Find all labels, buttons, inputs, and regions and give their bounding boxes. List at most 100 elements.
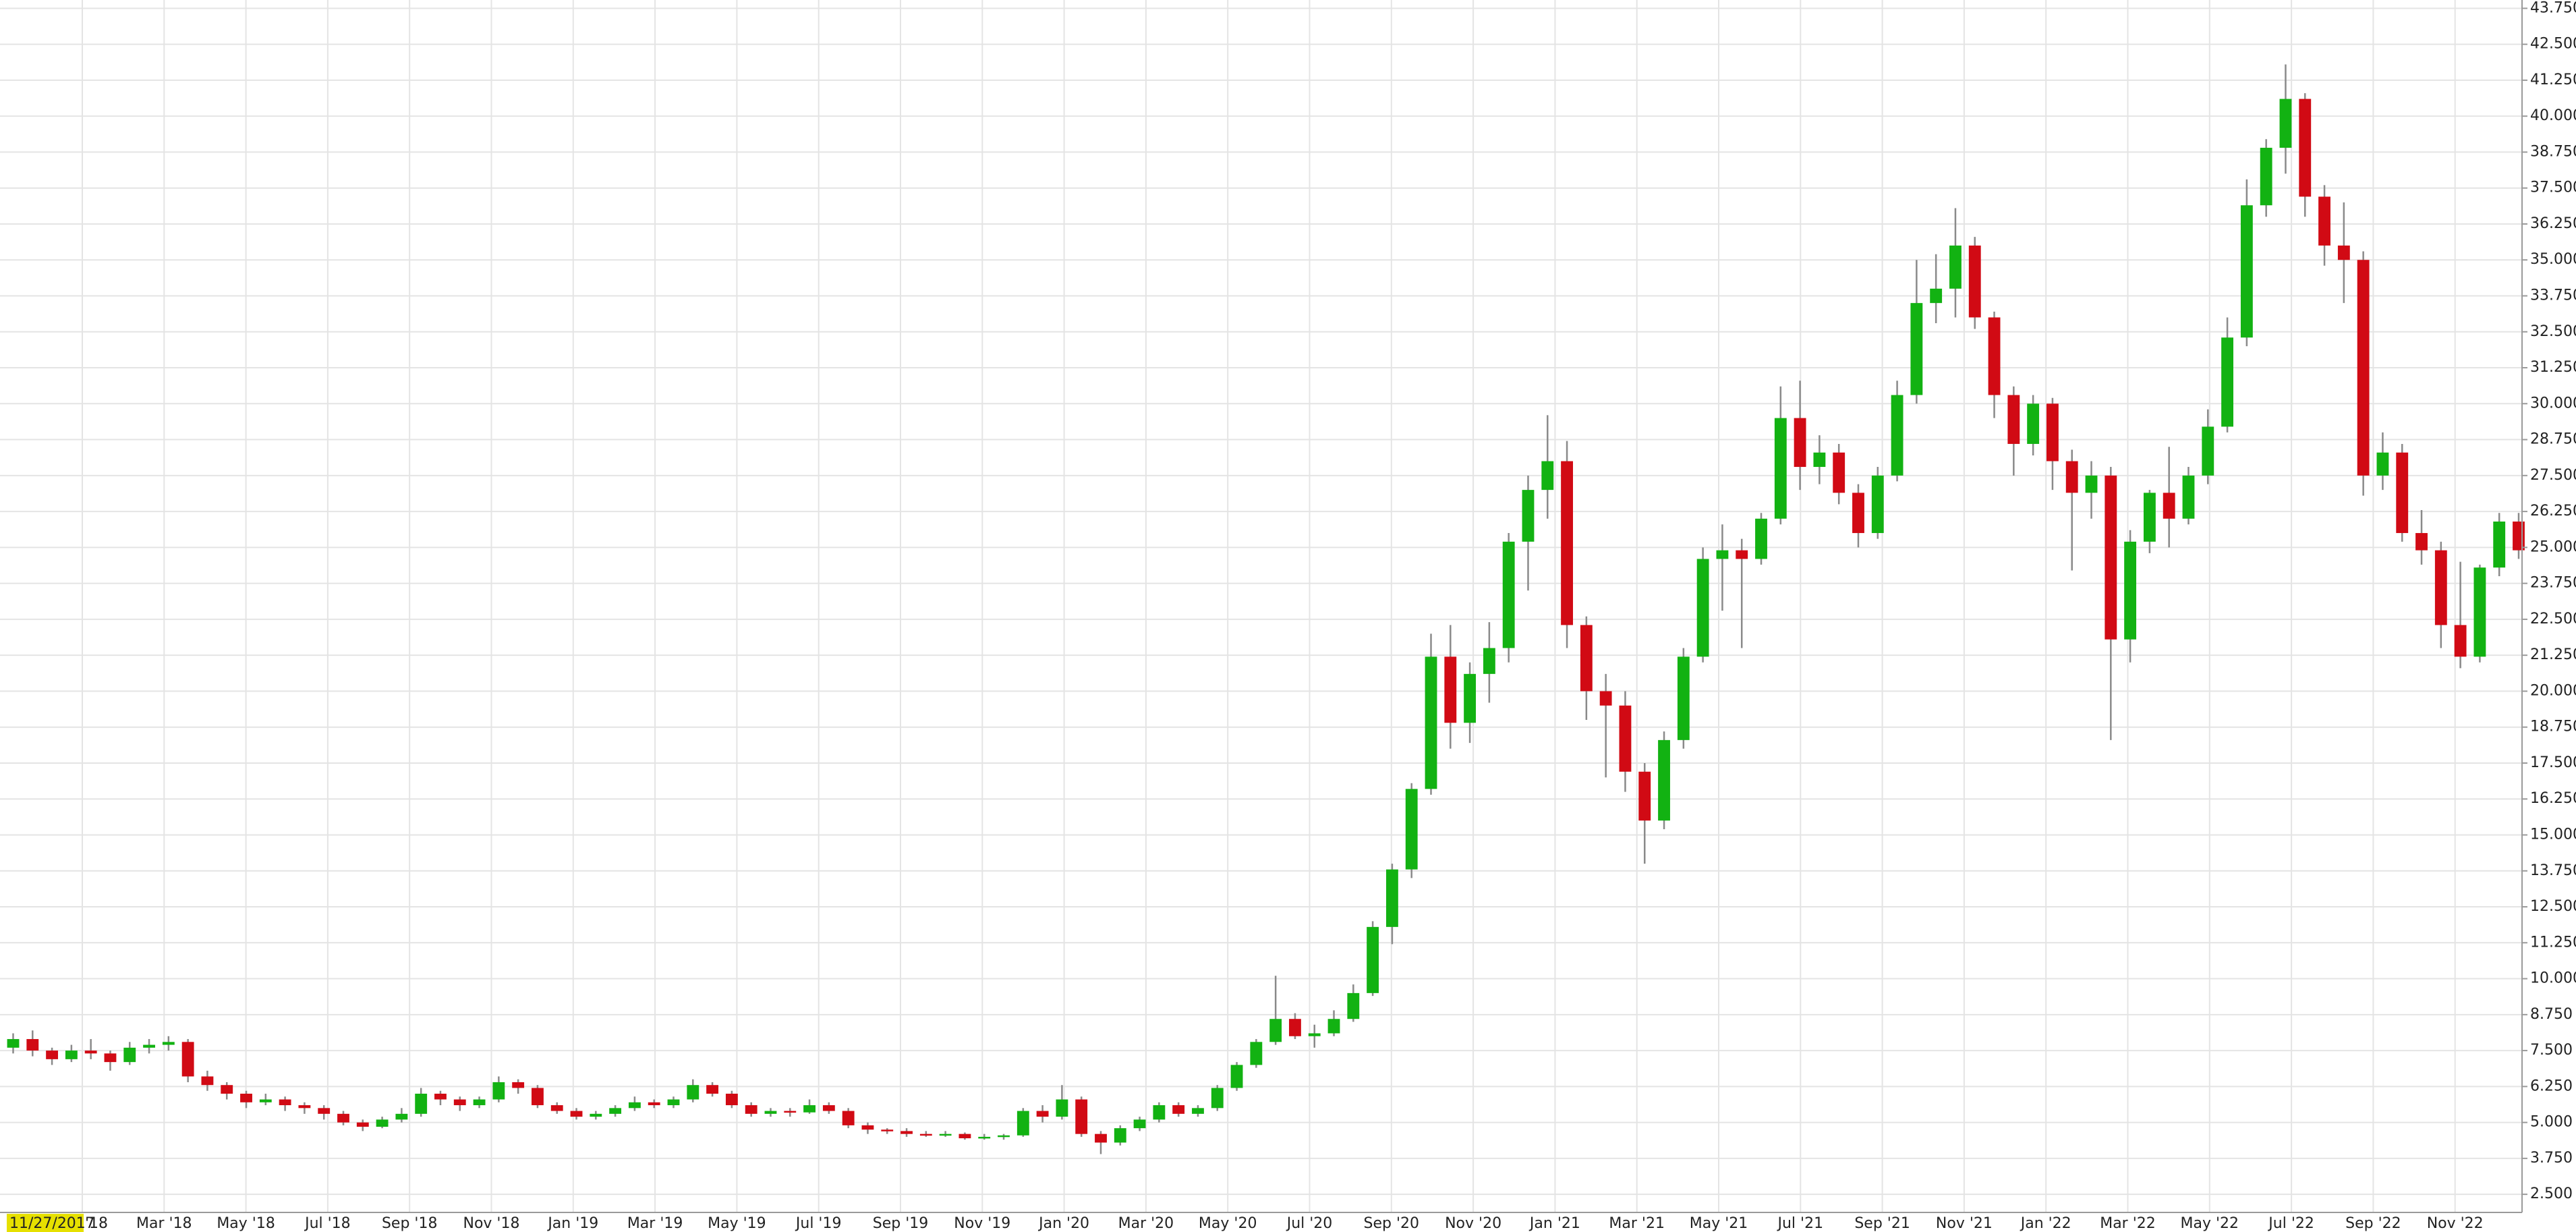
candle-body [1910,303,1923,395]
candle-body [998,1135,1010,1138]
x-tick-label: Jan '19 [546,1215,598,1232]
candle-body [1153,1105,1166,1120]
x-tick-label: '18 [85,1215,108,1232]
candle-body [1327,1019,1340,1034]
x-tick-label: Mar '18 [136,1215,192,1232]
candle-body [1444,656,1457,723]
candle-body [2163,493,2175,519]
candle-body [356,1122,369,1127]
candle-body [1522,490,1535,542]
candle-body [629,1102,641,1109]
candle-body [415,1094,428,1114]
candle-body [570,1111,583,1117]
candle-body [881,1129,894,1131]
y-tick-label: 7.500 [2530,1042,2573,1059]
candle-body [1114,1128,1126,1143]
x-tick-label: Mar '21 [1609,1215,1665,1232]
candle-body [550,1105,563,1111]
y-tick-label: 20.000 [2530,682,2576,699]
candle-body [1541,461,1554,491]
candle-body [1677,656,1690,740]
candle-body [434,1094,447,1100]
candle-body [1774,418,1787,519]
x-tick-label: Jan '22 [2020,1215,2071,1232]
y-tick-label: 36.250 [2530,215,2576,232]
candle-body [143,1044,155,1048]
y-tick-label: 21.250 [2530,646,2576,663]
candle-body [2085,475,2098,493]
candle-body [2337,245,2350,260]
candle-body [1367,926,1379,993]
candle-body [764,1111,777,1114]
candle-body [2260,148,2272,206]
candle-body [861,1125,874,1130]
candle-body [2047,403,2059,461]
x-tick-label: Nov '22 [2427,1215,2484,1232]
candle-body [2434,550,2447,625]
x-tick-label: May '19 [708,1215,766,1232]
x-tick-label: Sep '21 [1854,1215,1910,1232]
candle-body [453,1099,466,1106]
candle-body [1269,1019,1282,1042]
candle-body [221,1085,233,1094]
candle-body [1794,418,1806,468]
candle-body [1250,1042,1263,1065]
x-tick-label: Mar '22 [2100,1215,2156,1232]
candle-body [201,1076,214,1086]
candle-body [919,1133,932,1136]
y-tick-label: 10.000 [2530,970,2576,987]
y-tick-label: 26.250 [2530,503,2576,520]
y-tick-label: 38.750 [2530,143,2576,160]
y-tick-label: 16.250 [2530,790,2576,807]
y-tick-label: 25.000 [2530,538,2576,555]
candle-body [2279,99,2292,148]
candle-body [492,1082,505,1100]
x-tick-label: May '21 [1690,1215,1748,1232]
candle-body [123,1047,136,1063]
candle-body [1347,992,1360,1019]
y-tick-label: 33.750 [2530,287,2576,304]
y-tick-label: 18.750 [2530,719,2576,735]
x-tick-label: Jan '21 [1528,1215,1580,1232]
candle-body [337,1113,349,1123]
candle-body [725,1094,738,1106]
candle-body [1852,493,1864,534]
candle-body [532,1088,544,1106]
candle-body [162,1042,175,1045]
candle-body [2143,493,2156,542]
candle-body [1755,518,1767,559]
candle-body [2027,403,2040,444]
candle-body [395,1113,408,1120]
candle-body [1464,673,1477,723]
candle-body [7,1039,20,1048]
x-tick-label: Sep '19 [873,1215,929,1232]
candle-body [822,1105,835,1111]
candle-body [2454,625,2467,657]
candle-body [687,1085,699,1100]
y-tick-label: 30.000 [2530,395,2576,412]
candle-body [958,1133,971,1139]
candle-body [842,1111,855,1125]
y-tick-label: 12.500 [2530,898,2576,915]
y-tick-label: 37.500 [2530,179,2576,196]
candle-body [1172,1105,1185,1114]
candle-body [609,1108,622,1114]
candle-body [65,1051,78,1059]
candle-body [648,1102,660,1106]
candles [7,64,2525,1154]
candle-body [1949,245,1962,289]
y-tick-label: 17.500 [2530,754,2576,771]
x-tick-label: Nov '21 [1936,1215,1993,1232]
candle-body [2007,395,2020,444]
candle-body [1813,452,1826,468]
candle-body [2065,461,2078,493]
candle-body [667,1099,680,1106]
y-tick-label: 15.000 [2530,826,2576,843]
x-tick-label: Jul '22 [2267,1215,2314,1232]
candle-body [1696,559,1709,657]
y-tick-label: 8.750 [2530,1006,2573,1023]
candle-body [1405,789,1418,870]
candle-body [2396,452,2409,534]
candle-body [1561,461,1573,625]
candle-body [1968,245,1981,318]
